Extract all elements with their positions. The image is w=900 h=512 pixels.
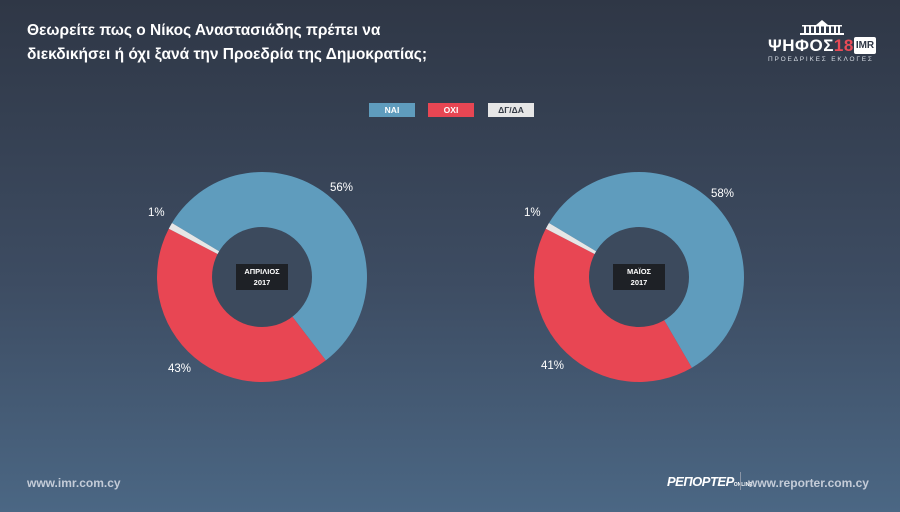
center-label-month: ΜΑΪΟΣ — [626, 267, 652, 276]
center-label-1: ΑΠΡΙΛΙΟΣ 2017 — [236, 264, 288, 290]
psifos18-imr-logo: ΨΗΦΟΣ18 IMR ΠΡΟΕΔΡΙΚΕΣ ΕΚΛΟΓΕΣ — [762, 16, 882, 66]
data-label-yes-2: 58% — [711, 188, 735, 200]
center-label-2: ΜΑΪΟΣ 2017 — [613, 264, 665, 290]
data-label-no-2: 41% — [541, 360, 565, 372]
logo-vote-text: ΨΗΦΟΣ18 — [768, 36, 854, 55]
chart-title: Θεωρείτε πως ο Νίκος Αναστασιάδης πρέπει… — [27, 19, 667, 67]
data-label-no-1: 43% — [168, 363, 192, 375]
center-label-month: ΑΠΡΙΛΙΟΣ — [244, 267, 280, 276]
center-label-year: 2017 — [253, 278, 271, 287]
imr-website-link[interactable]: www.imr.com.cy — [27, 476, 121, 490]
reporter-logo: ΡΕΠΟΡΤΕΡONLINE — [667, 474, 753, 489]
reporter-website-link[interactable]: www.reporter.com.cy — [748, 476, 869, 490]
legend-item-dont-know: ΔΓ/ΔΑ — [488, 103, 534, 117]
center-label-year: 2017 — [630, 278, 648, 287]
legend-item-no: ΟΧΙ — [428, 103, 474, 117]
logo-subtitle: ΠΡΟΕΔΡΙΚΕΣ ΕΚΛΟΓΕΣ — [768, 56, 874, 63]
data-label-dont-know-1: 1% — [148, 207, 165, 219]
data-label-dont-know-2: 1% — [524, 207, 541, 219]
title-line-1: Θεωρείτε πως ο Νίκος Αναστασιάδης πρέπει… — [27, 22, 381, 39]
title-line-2: διεκδικήσει ή όχι ξανά την Προεδρία της … — [27, 46, 428, 63]
footer-divider — [740, 472, 741, 490]
data-label-yes-1: 56% — [330, 182, 354, 194]
parliament-building-icon — [800, 20, 844, 35]
legend-item-yes: ΝΑΙ — [369, 103, 415, 117]
legend: ΝΑΙ ΟΧΙ ΔΓ/ΔΑ — [0, 103, 900, 119]
imr-logo: IMR — [854, 37, 876, 54]
